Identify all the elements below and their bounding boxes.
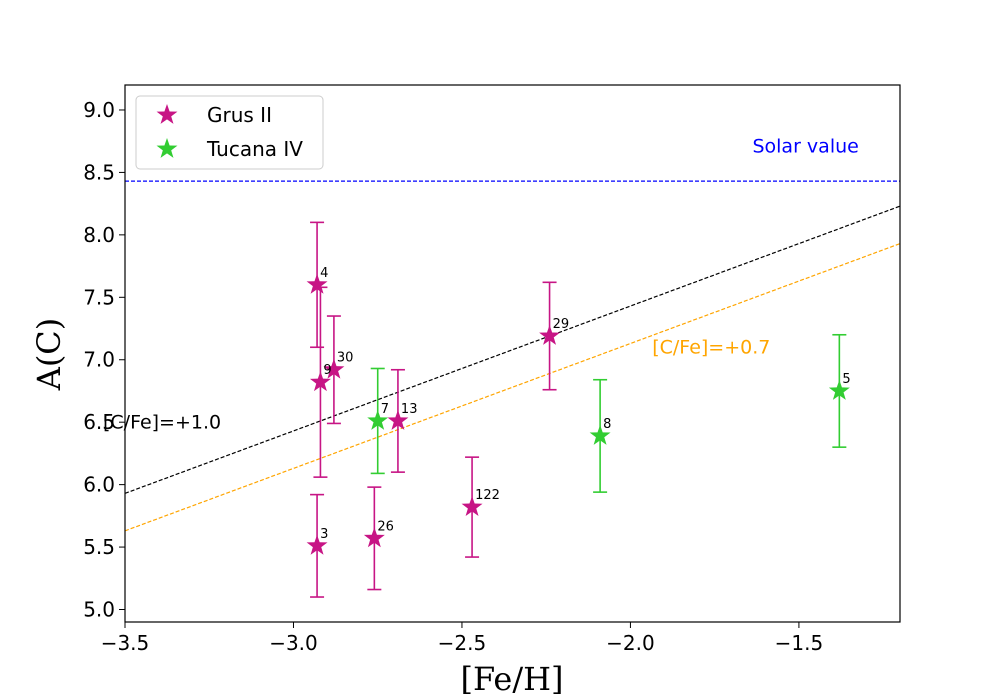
point-label-3: 3 — [320, 527, 328, 542]
y-tick-label: 5.0 — [83, 598, 115, 622]
y-tick-label: 8.5 — [83, 160, 115, 184]
y-tick-label: 5.5 — [83, 535, 115, 559]
point-label-29: 29 — [553, 317, 570, 332]
point-label-9: 9 — [323, 363, 331, 378]
y-tick-label: 9.0 — [83, 98, 115, 122]
star-icon-tucana-iv-5 — [828, 379, 850, 400]
point-label-13: 13 — [401, 402, 418, 417]
legend-star-icon-grus-ii — [156, 104, 178, 124]
annotation-solar-value: Solar value — [752, 135, 858, 157]
x-axis-ticks: −3.5 −3.0 −2.5 −2.0 −1.5 — [101, 622, 823, 655]
point-label-8: 8 — [603, 417, 611, 432]
point-label-122: 122 — [475, 488, 500, 503]
legend-label-tucana-iv: Tucana IV — [206, 137, 303, 161]
star-icon-tucana-iv-7 — [367, 409, 389, 430]
point-labels: 4 9 30 13 29 3 26 122 7 8 5 — [320, 266, 851, 542]
legend-box — [135, 95, 324, 170]
y-axis-ticks: 5.0 5.5 6.0 6.5 7.0 7.5 8.0 8.5 9.0 — [83, 98, 125, 622]
point-label-26: 26 — [377, 519, 394, 534]
x-tick-label: −2.0 — [606, 631, 655, 655]
y-axis-title: A(C) — [30, 318, 68, 392]
y-tick-label: 8.0 — [83, 223, 115, 247]
star-icon-grus-ii-4 — [306, 273, 328, 294]
x-tick-label: −1.5 — [775, 631, 824, 655]
y-tick-label: 7.5 — [83, 285, 115, 309]
legend: Grus II Tucana IV — [135, 95, 324, 170]
y-tick-label: 6.5 — [83, 410, 115, 434]
plot-frame — [124, 84, 901, 623]
y-tick-label: 7.0 — [83, 348, 115, 372]
x-tick-label: −3.0 — [269, 631, 318, 655]
star-icon-grus-ii-122 — [461, 496, 483, 517]
y-tick-label: 6.0 — [83, 473, 115, 497]
annotation-cfe-1: [C/Fe]=+1.0 — [103, 411, 221, 433]
star-icon-grus-ii-9 — [309, 371, 331, 392]
x-tick-label: −2.5 — [438, 631, 487, 655]
star-icon-grus-ii-30 — [323, 358, 345, 379]
x-tick-label: −3.5 — [101, 631, 150, 655]
star-icon-grus-ii-29 — [539, 325, 561, 345]
point-label-5: 5 — [842, 372, 850, 387]
point-label-30: 30 — [337, 351, 354, 366]
star-icon-grus-ii-3 — [306, 534, 328, 555]
star-icon-grus-ii-13 — [387, 409, 409, 430]
point-label-7: 7 — [381, 402, 389, 417]
point-label-4: 4 — [320, 266, 328, 281]
annotation-cfe-07: [C/Fe]=+0.7 — [652, 337, 770, 359]
reference-lines — [125, 180, 900, 532]
x-axis-title: [Fe/H] — [460, 660, 563, 698]
legend-label-grus-ii: Grus II — [207, 103, 272, 127]
legend-star-icon-tucana-iv — [156, 138, 178, 158]
data-markers — [306, 273, 850, 555]
star-icon-tucana-iv-8 — [589, 424, 611, 445]
star-icon-grus-ii-26 — [363, 527, 385, 548]
